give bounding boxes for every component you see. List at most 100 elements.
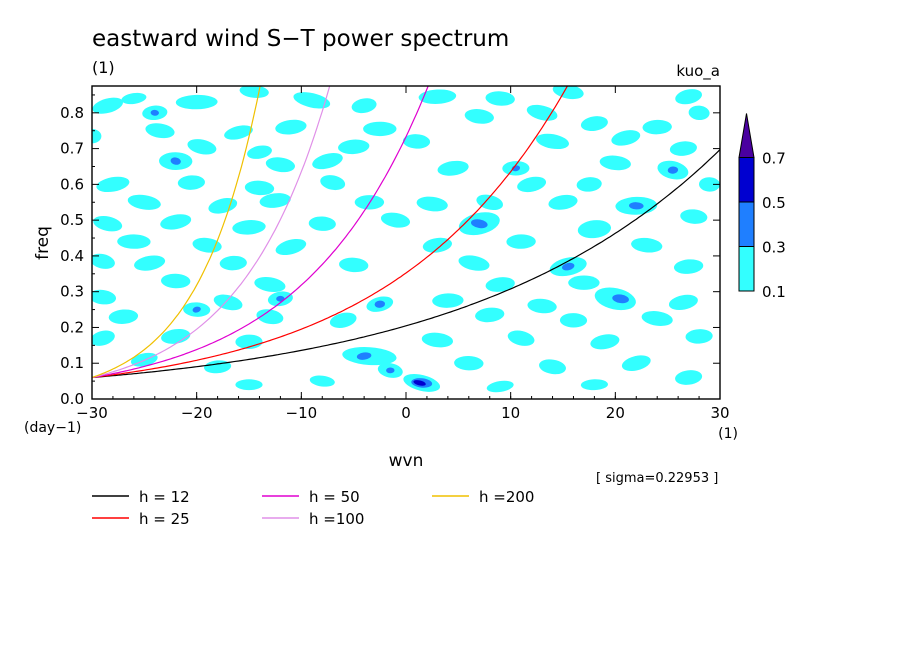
colorbar-arrow bbox=[738, 113, 755, 158]
legend-label: h = 25 bbox=[139, 510, 190, 528]
x-tick-label: 20 bbox=[606, 404, 625, 422]
contour-blob bbox=[418, 89, 457, 104]
contour-blob bbox=[476, 194, 504, 211]
contour-blob bbox=[629, 202, 644, 210]
y-axis-unit: (day−1) bbox=[24, 420, 81, 436]
dispersion-curves bbox=[92, 86, 720, 379]
dispersion-curve bbox=[92, 86, 261, 379]
contour-blob bbox=[329, 312, 357, 328]
contour-blob bbox=[309, 375, 335, 387]
contour-blob bbox=[552, 86, 584, 100]
contour-blob bbox=[599, 155, 631, 171]
colorbar-swatch bbox=[738, 246, 755, 292]
colorbar: 0.1 0.3 0.5 0.7 bbox=[738, 113, 786, 301]
contour-blob bbox=[208, 197, 238, 214]
contour-blob bbox=[356, 352, 372, 360]
contour-blob bbox=[526, 104, 558, 121]
contour-blob bbox=[548, 194, 578, 210]
contour-blob bbox=[134, 255, 166, 271]
dispersion-curve bbox=[92, 86, 331, 379]
contour-blob bbox=[437, 160, 469, 176]
contour-blob bbox=[275, 119, 307, 135]
contour-blob bbox=[175, 94, 218, 110]
contour-blob bbox=[239, 86, 269, 98]
x-tick-label: −20 bbox=[181, 404, 213, 422]
colorbar-label: 0.3 bbox=[762, 239, 786, 257]
contour-blob bbox=[312, 153, 343, 170]
contour-blob bbox=[475, 307, 505, 323]
colorbar-label: 0.7 bbox=[762, 150, 786, 168]
contour-blob bbox=[454, 355, 484, 371]
legend-label: h =200 bbox=[479, 488, 534, 506]
legend-label: h =100 bbox=[309, 510, 364, 528]
contour-blob bbox=[145, 123, 175, 139]
contour-blob bbox=[224, 125, 253, 140]
contour-blob bbox=[642, 119, 672, 135]
contour-blob bbox=[402, 134, 431, 149]
x-tick-label: −10 bbox=[286, 404, 318, 422]
contour-blob bbox=[92, 128, 102, 144]
contour-blob bbox=[580, 116, 608, 132]
contour-blob bbox=[187, 139, 217, 155]
contour-blob bbox=[256, 309, 284, 325]
colorbar-swatch bbox=[738, 201, 755, 247]
y-tick-label: 0.2 bbox=[60, 318, 84, 336]
contour-blob bbox=[422, 237, 452, 253]
x-tick-label: 0 bbox=[401, 404, 411, 422]
chart-subtitle-right: kuo_a bbox=[676, 62, 720, 81]
dispersion-curve bbox=[92, 149, 720, 379]
contour-blob bbox=[92, 97, 123, 114]
contour-blob bbox=[380, 212, 411, 228]
x-tick-label: −30 bbox=[76, 404, 108, 422]
y-axis: 0.0 0.1 0.2 0.3 0.4 0.5 0.6 0.7 0.8 bbox=[60, 94, 720, 408]
contour-fills bbox=[92, 86, 720, 393]
contour-blob bbox=[416, 196, 448, 212]
contour-blob bbox=[611, 130, 641, 146]
contour-blob bbox=[177, 175, 205, 190]
contour-blob bbox=[673, 259, 704, 274]
contour-blob bbox=[612, 294, 629, 304]
contour-blob bbox=[470, 219, 488, 229]
y-tick-label: 0.8 bbox=[60, 104, 84, 122]
colorbar-swatch bbox=[738, 157, 755, 203]
contour-blob bbox=[432, 293, 464, 308]
contour-blob bbox=[150, 109, 159, 116]
contour-blob bbox=[413, 380, 426, 386]
contour-blob bbox=[675, 89, 702, 105]
x-axis-unit: (1) bbox=[718, 426, 738, 442]
legend-label: h = 50 bbox=[309, 488, 360, 506]
sigma-label: [ sigma=0.22953 ] bbox=[596, 471, 718, 486]
contour-blob bbox=[539, 359, 566, 375]
contour-blob bbox=[699, 177, 720, 192]
x-tick-label: 10 bbox=[501, 404, 520, 422]
contour-blob bbox=[93, 216, 123, 232]
contour-blob bbox=[527, 298, 557, 314]
contour-blob bbox=[486, 380, 514, 393]
contour-blob bbox=[590, 334, 620, 350]
contour-blob bbox=[580, 379, 608, 391]
contour-blob bbox=[685, 329, 713, 344]
contour-blob bbox=[506, 234, 536, 249]
contour-blob bbox=[576, 177, 602, 192]
contour-blob bbox=[669, 141, 697, 156]
y-axis-label: freq bbox=[33, 226, 53, 260]
contour-blob bbox=[320, 175, 346, 191]
contour-blob bbox=[161, 273, 191, 289]
contour-blob bbox=[559, 313, 588, 328]
contour-blob bbox=[562, 262, 575, 271]
y-tick-label: 0.7 bbox=[60, 140, 84, 158]
legend-label: h = 12 bbox=[139, 488, 190, 506]
contour-blob bbox=[293, 92, 331, 109]
x-axis-label: wvn bbox=[389, 451, 424, 471]
colorbar-label: 0.5 bbox=[762, 194, 786, 212]
contour-blob bbox=[668, 294, 698, 311]
contour-blob bbox=[244, 180, 275, 196]
contour-blob bbox=[680, 209, 708, 224]
contour-blob bbox=[631, 237, 663, 253]
contour-blob bbox=[259, 193, 291, 208]
legend: h = 12 h = 25 h = 50 h =100 h =200 bbox=[92, 488, 534, 528]
contour-blob bbox=[458, 255, 490, 271]
contour-blob bbox=[160, 214, 192, 230]
y-tick-label: 0.1 bbox=[60, 354, 84, 372]
contour-blob bbox=[464, 109, 494, 124]
